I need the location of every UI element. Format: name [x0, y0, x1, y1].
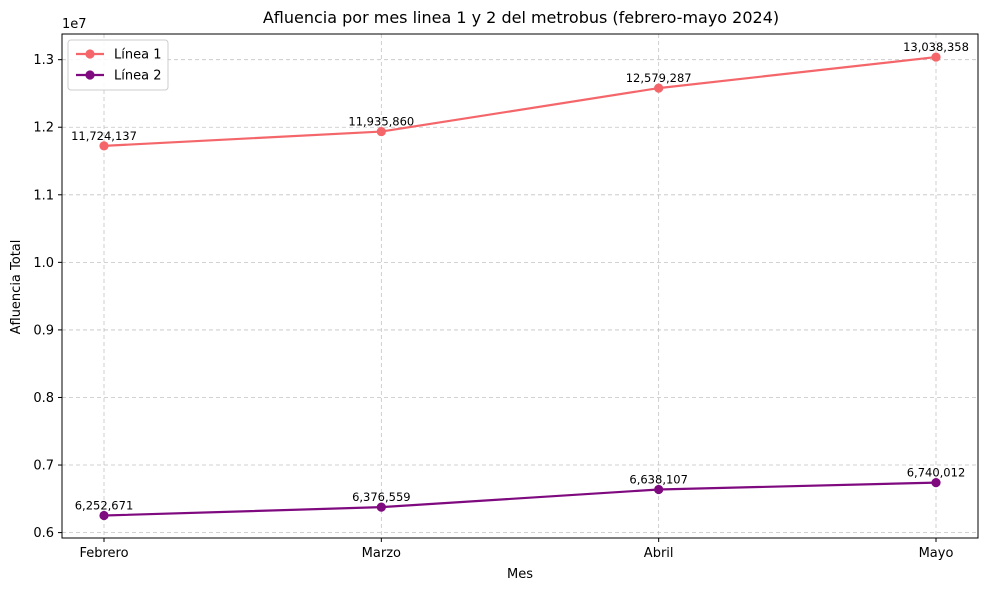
- data-point: [931, 52, 941, 62]
- data-point: [99, 510, 109, 521]
- x-axis-title: Mes: [507, 567, 533, 582]
- y-tick-label: 0.8: [33, 391, 54, 406]
- legend-label: Línea 1: [114, 48, 161, 63]
- y-tick-label: 0.9: [33, 323, 54, 338]
- plot-frame: [61, 33, 979, 539]
- x-tick-label: Abril: [644, 546, 674, 561]
- data-point: [654, 83, 664, 93]
- data-point: [376, 126, 386, 137]
- x-tick-label: Mayo: [919, 546, 954, 561]
- y-axis-title: Afluencia Total: [9, 240, 24, 335]
- series-layer: [99, 52, 941, 521]
- data-labels-layer: 11,724,137 11,935,860 12,579,287 13,038,358…: [71, 40, 969, 512]
- y-tick-label: 1.2: [33, 121, 54, 136]
- data-point: [99, 141, 109, 151]
- x-tick-label: Marzo: [362, 546, 401, 561]
- axes-layer: 0.6 0.7 0.8 0.9 1.0 1.1 1.2 1.3 Febrero Marzo Abri…: [33, 33, 979, 561]
- grid-layer: [62, 34, 978, 538]
- legend-swatch-marker: [85, 70, 95, 80]
- series-line: [103, 55, 937, 147]
- legend-label: Línea 2: [114, 69, 161, 84]
- data-label: 6,638,107: [629, 472, 688, 486]
- y-tick-label: 1.0: [33, 256, 54, 271]
- legend: Línea 1 Línea 2: [67, 39, 169, 91]
- y-tick-label: 0.7: [33, 459, 54, 474]
- data-point: [931, 477, 941, 488]
- series-line: [103, 481, 937, 517]
- data-label: 13,038,358: [903, 40, 969, 54]
- data-label: 11,935,860: [348, 115, 414, 129]
- y-tick-label: 1.3: [33, 53, 54, 68]
- x-tick-label: Febrero: [79, 546, 128, 561]
- data-label: 6,252,671: [75, 499, 134, 513]
- y-tick-label: 1.1: [33, 188, 54, 203]
- legend-swatch-marker: [85, 49, 95, 59]
- chart-title: Afluencia por mes linea 1 y 2 del metrob…: [263, 8, 779, 27]
- y-tick-label: 0.6: [33, 526, 54, 541]
- data-point: [654, 484, 664, 495]
- data-label: 12,579,287: [626, 71, 692, 85]
- y-axis-offset-label: 1e7: [62, 17, 87, 32]
- data-label: 11,724,137: [71, 129, 137, 143]
- data-point: [376, 502, 386, 512]
- data-label: 6,376,559: [352, 490, 411, 504]
- data-label: 6,740,012: [907, 466, 966, 480]
